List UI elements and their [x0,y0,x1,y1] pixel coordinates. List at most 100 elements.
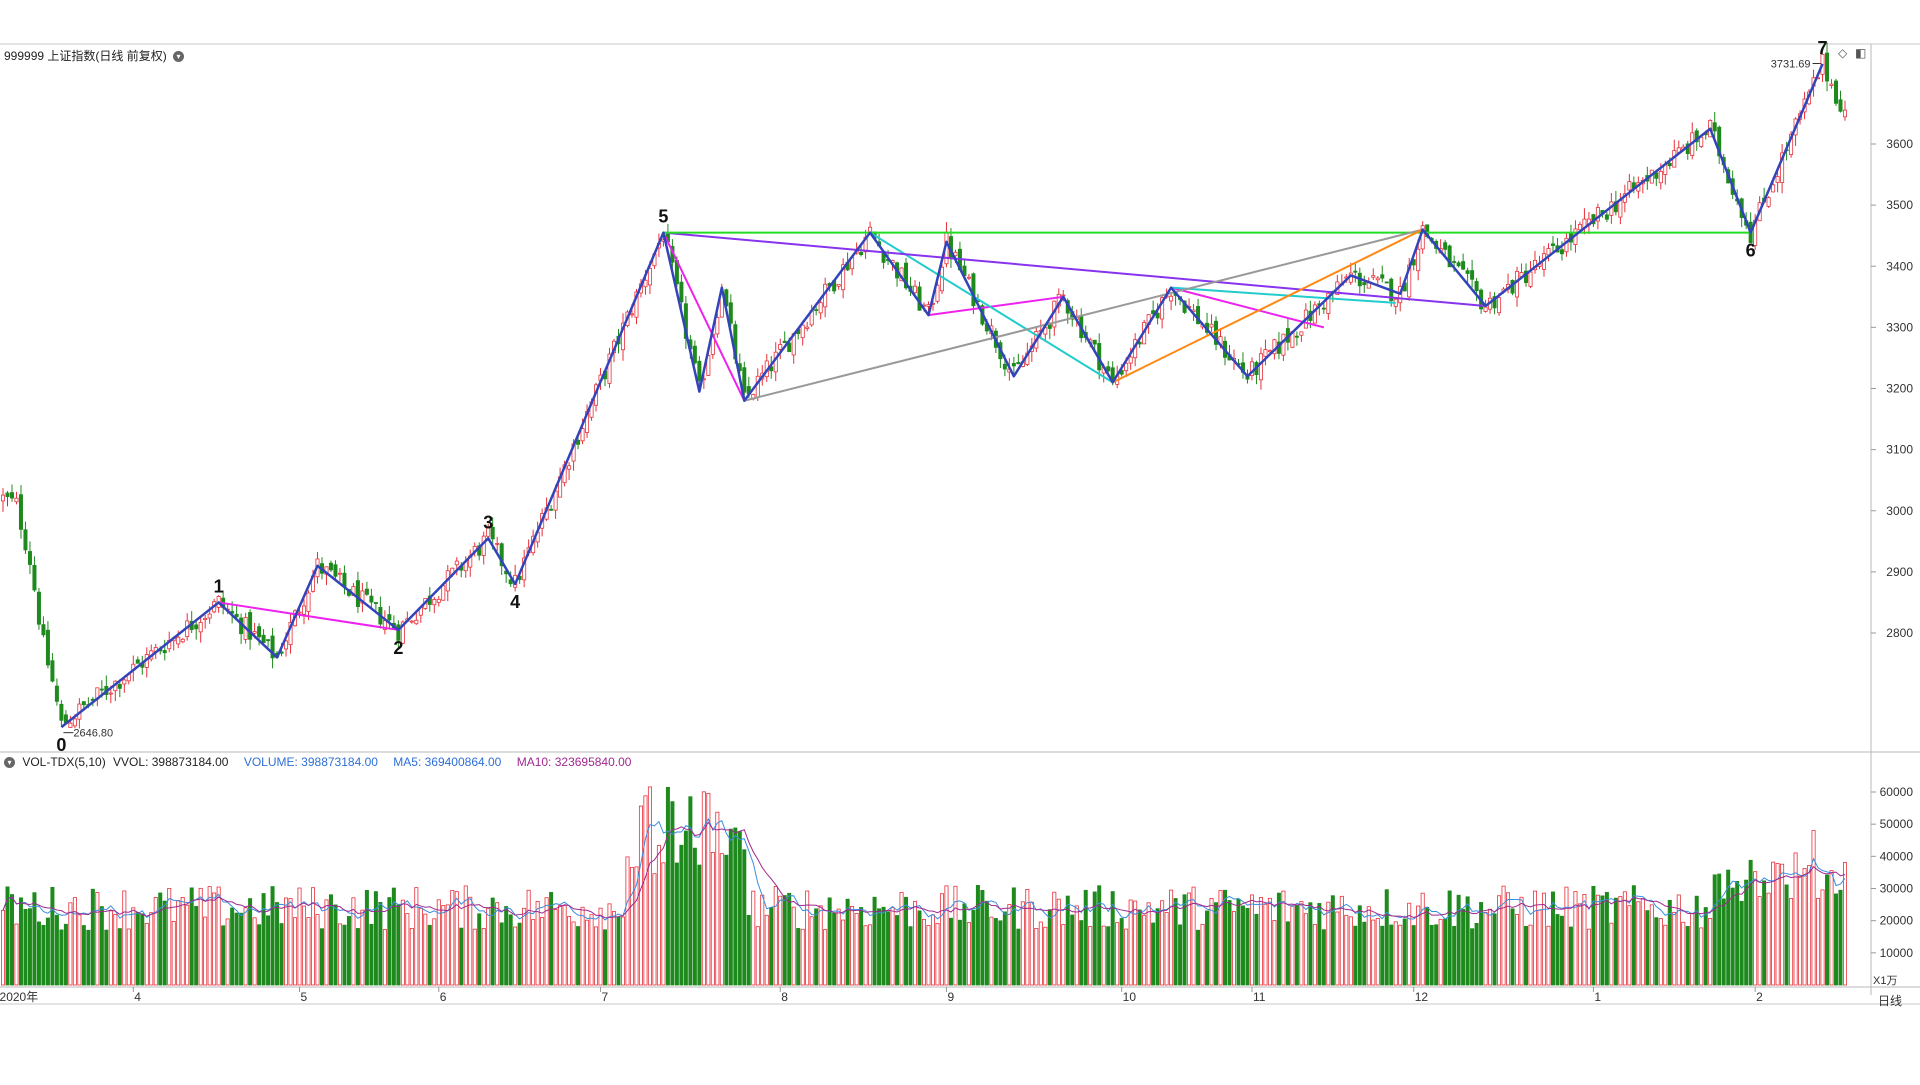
volume-bar-down [1223,889,1228,986]
volume-bar-up [1483,912,1488,986]
volume-bar-down [5,886,10,986]
candle-down [1717,126,1722,157]
candle-down [1196,306,1201,325]
volume-bar-up [1281,890,1286,986]
volume-bar-down [140,913,145,986]
vol-indicator-name[interactable]: VOL-TDX(5,10) [22,755,106,769]
volume-bar-up [899,892,904,986]
volume-bar-up [243,907,248,986]
candle-up [836,283,841,287]
volume-bar-up [571,921,576,986]
volume-bar-up [171,921,176,986]
volume-bar-up [463,885,468,986]
candle-down [1465,270,1470,274]
dropdown-circle-icon[interactable]: ▾ [4,757,15,769]
period-tab[interactable]: 日线 [1878,994,1903,1008]
candle-up [913,285,918,294]
volume-bar-down [1434,924,1439,986]
volume-bar-down [50,886,55,986]
volume-bar-up [360,909,365,986]
volume-bar-up [212,892,217,986]
panel-toggle-icon[interactable]: ◧ [1855,46,1867,60]
candle-up [306,592,311,612]
volume-bar-up [598,907,603,986]
volume-bar-up [773,886,778,986]
volume-bar-down [796,928,801,986]
volume-bar-up [1074,905,1079,986]
candle-up [841,264,846,291]
volume-bar-up [1312,924,1317,986]
candle-down [917,286,922,311]
volume-bar-up [953,885,958,986]
candle-down [499,543,504,567]
volume-bar-up [432,918,437,986]
volume-bar-down [1730,887,1735,986]
volume-bar-up [585,919,590,986]
volume-bar-down [490,897,495,986]
volume-bar-up [715,811,720,986]
volume-bar-up [409,927,414,986]
volume-bar-up [297,887,302,986]
volume-bar-up [1142,914,1147,986]
volume-bar-down [328,894,333,986]
volume-bar-down [1182,894,1187,986]
volume-bar-up [149,912,154,986]
candle-up [715,317,720,335]
volume-bar-down [257,924,262,986]
volume-bar-down [279,923,284,986]
diamond-icon[interactable]: ◇ [1838,46,1848,60]
volume-bar-down [427,924,432,986]
candle-down [261,634,266,643]
vvol-value: VVOL: 398873184.00 [113,755,229,769]
volume-bar-up [1573,891,1578,986]
candle-up [1829,83,1834,86]
volume-bar-down [1402,918,1407,986]
volume-bar-up [1497,895,1502,986]
volume-bar-down [1443,918,1448,986]
candle-down [1461,261,1466,270]
volume-bar-down [86,929,91,986]
volume-bar-up [1811,830,1816,986]
volume-bar-up [854,913,859,986]
candle-down [234,613,239,618]
volume-ma-lines [2,817,1846,921]
volume-bar-down [814,908,819,986]
volume-bar-up [1807,865,1812,986]
volume-bar-up [612,911,617,986]
volume-bar-down [1479,902,1484,986]
volume-bar-up [293,917,298,986]
volume-bar-up [1164,912,1169,986]
volume-bar-down [1739,900,1744,986]
volume-bar-up [1622,891,1627,986]
volume-bar-up [580,906,585,986]
candle-down [1110,367,1115,380]
volume-bar-down [697,864,702,986]
volume-bar-down [787,892,792,986]
volume-bar-down [908,926,913,986]
volume-bar-up [441,905,446,986]
volume-bar-down [1474,923,1479,986]
volume-bar-up [643,795,648,986]
volume-bar-up [661,862,666,986]
volume-bar-up [647,786,652,986]
volume-bar-down [23,909,28,986]
volume-bar-up [1209,898,1214,986]
candle-up [567,465,572,470]
volume-bar-up [486,907,491,986]
volume-bar-up [935,922,940,986]
candle-up [1375,277,1380,281]
volume-bar-up [1124,928,1129,986]
volume-bar-down [616,916,621,986]
candle-up [1595,207,1600,222]
volume-bar-up [423,913,428,986]
volume-bar-up [805,890,810,986]
volume-bar-down [1600,895,1605,986]
candle-up [1699,136,1704,147]
volume-bar-up [1816,897,1821,986]
volume-bar-down [782,895,787,986]
candle-up [252,631,257,634]
volume-bar-up [1303,913,1308,986]
candle-down [1047,324,1052,329]
dropdown-circle-icon[interactable]: ▾ [173,51,185,63]
